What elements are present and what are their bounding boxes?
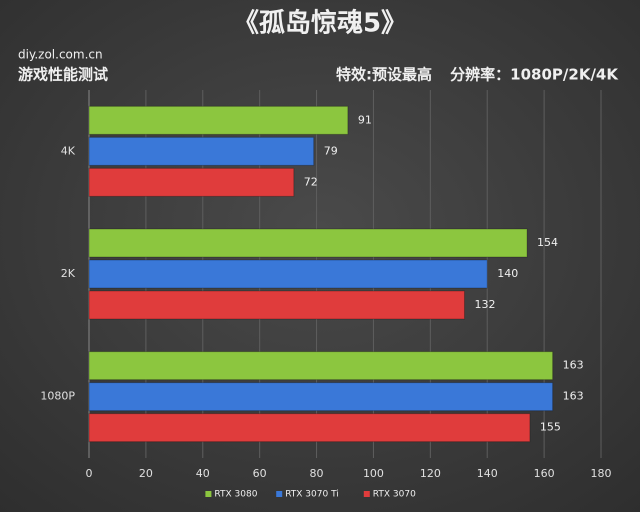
annotation: 分辨率：1080P/2K/4K	[450, 66, 619, 84]
legend-swatch	[276, 491, 283, 497]
x-tick-label: 40	[196, 467, 210, 480]
data-label: 163	[563, 359, 584, 372]
legend-label: RTX 3070 Ti	[285, 490, 339, 500]
x-tick-label: 80	[310, 467, 324, 480]
annotation: 特效:预设最高	[336, 66, 432, 84]
legend-swatch	[205, 491, 212, 497]
x-tick-label: 100	[363, 467, 384, 480]
y-tick-label: 2K	[61, 267, 76, 280]
data-label: 140	[497, 267, 518, 280]
bar	[88, 413, 531, 443]
bar	[88, 136, 315, 166]
data-label: 79	[324, 144, 338, 157]
x-tick-label: 20	[139, 467, 153, 480]
bar	[88, 259, 488, 289]
data-label: 132	[474, 298, 495, 311]
source: diy.zol.com.cn	[18, 48, 103, 62]
data-label: 163	[563, 390, 584, 403]
bar	[88, 228, 528, 258]
bar	[88, 382, 554, 412]
bar	[88, 105, 349, 135]
y-tick-label: 4K	[61, 144, 76, 157]
data-label: 91	[358, 113, 372, 126]
x-tick-label: 140	[477, 467, 498, 480]
data-label: 72	[304, 175, 318, 188]
x-tick-label: 0	[86, 467, 93, 480]
subtitle: 游戏性能测试	[18, 66, 108, 84]
x-tick-label: 160	[534, 467, 555, 480]
data-label: 154	[537, 236, 558, 249]
legend-label: RTX 3080	[214, 490, 257, 500]
data-label: 155	[540, 421, 561, 434]
bar	[88, 167, 295, 197]
bar	[88, 351, 554, 381]
bar	[88, 290, 465, 320]
legend-label: RTX 3070	[373, 490, 416, 500]
x-tick-label: 120	[420, 467, 441, 480]
chart-title: 《孤岛惊魂5》	[233, 8, 407, 39]
x-tick-label: 180	[591, 467, 612, 480]
x-tick-label: 60	[253, 467, 267, 480]
y-tick-label: 1080P	[40, 390, 75, 403]
legend-swatch	[363, 491, 370, 497]
